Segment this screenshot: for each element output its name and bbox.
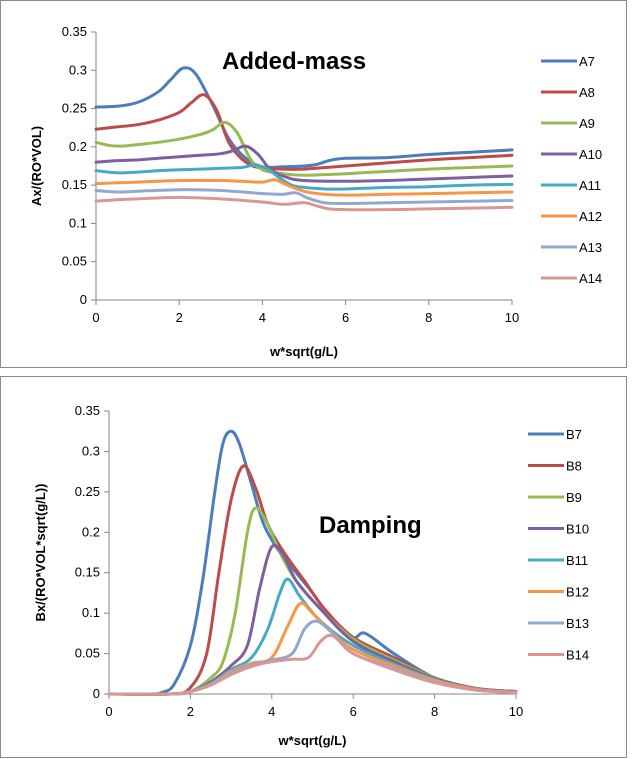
x-tick-label: 10 [505,310,519,325]
series-line-a11 [94,163,514,191]
y-axis-label: Ax/(RO*VOL) [29,126,44,206]
y-tick-label: 0.3 [82,443,100,458]
series-line-a12 [94,178,514,197]
x-tick-label: 2 [176,310,183,325]
series-line-a9 [94,120,514,177]
legend-label-b8: B8 [566,459,582,474]
legend-label-a11: A11 [579,178,601,193]
x-axis-label: w*sqrt(g/L) [278,733,347,748]
x-tick-label: 4 [268,704,275,719]
x-tick-label: 2 [187,704,194,719]
y-tick-label: 0.1 [82,605,100,620]
x-axis-label: w*sqrt(g/L) [269,344,338,359]
series-line-b7 [107,429,518,696]
y-tick-label: 0 [93,686,100,701]
y-tick-label: 0.35 [75,403,100,418]
series-line-a10 [94,144,514,183]
y-tick-label: 0.05 [75,646,100,661]
series-line-a13 [94,188,514,206]
legend-label-a10: A10 [579,147,602,162]
added-mass-chart-panel: 0 0.05 0.1 0.15 0.2 0.25 0.3 0.35 0 2 4 6 8 10 Added-m… [0,0,627,368]
y-tick-label: 0 [80,292,87,307]
x-tick-label: 8 [431,704,438,719]
damping-chart-panel: 0 0.05 0.1 0.15 0.2 0.25 0.3 0.35 0 2 4 6 8 10 Damping… [0,376,627,758]
y-tick-label: 0.3 [69,62,87,77]
legend-label-a9: A9 [579,116,595,131]
x-tick-label: 4 [259,310,266,325]
x-tick-label: 6 [342,310,349,325]
y-tick-label: 0.2 [82,524,100,539]
series-line-b10 [107,543,518,696]
legend-label-a13: A13 [579,240,602,255]
x-tick-label: 6 [350,704,357,719]
damping-chart: 0 0.05 0.1 0.15 0.2 0.25 0.3 0.35 0 2 4 6 8 10 Damping… [33,403,589,748]
series-line-a14 [94,195,514,212]
added-mass-chart: 0 0.05 0.1 0.15 0.2 0.25 0.3 0.35 0 2 4 6 8 10 Added-m… [29,24,602,359]
y-tick-label: 0.15 [75,565,100,580]
x-tick-label: 0 [105,704,112,719]
x-tick-label: 8 [425,310,432,325]
legend-label-b10: B10 [566,522,589,537]
series-line-a7 [94,66,514,169]
y-tick-label: 0.15 [62,177,87,192]
legend-label-a12: A12 [579,209,602,224]
y-tick-label: 0.35 [62,24,87,39]
y-tick-label: 0.05 [62,254,87,269]
legend-label-b11: B11 [566,553,588,568]
y-tick-label: 0.2 [69,139,87,154]
series-line-b12 [107,601,518,696]
series-line-b14 [107,633,518,696]
legend-label-b7: B7 [566,427,582,442]
y-tick-label: 0.25 [75,484,100,499]
legend-label-b9: B9 [566,490,582,505]
series-line-b11 [107,577,518,696]
legend-label-b12: B12 [566,585,589,600]
y-tick-label: 0.25 [62,101,87,116]
series-line-b8 [107,464,518,696]
chart-title: Damping [319,512,422,539]
y-axis-label: Bx/(RO*VOL*sqrt(g/L)) [33,484,48,622]
legend-label-a8: A8 [579,85,595,100]
x-tick-label: 0 [92,310,99,325]
legend-label-b14: B14 [566,648,589,663]
series-line-a8 [94,93,514,171]
legend-label-a7: A7 [579,54,595,69]
y-tick-label: 0.1 [69,215,87,230]
legend-label-b13: B13 [566,616,589,631]
legend-label-a14: A14 [579,271,602,286]
chart-title: Added-mass [222,48,366,75]
x-tick-label: 10 [509,704,523,719]
